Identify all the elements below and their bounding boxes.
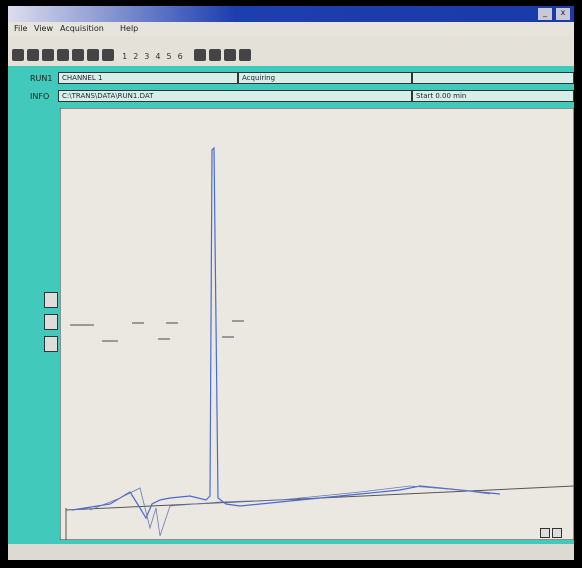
screen-photo: _ x File View Acquisition Help 123456 RU… [0, 0, 582, 568]
tool-button[interactable] [209, 49, 221, 61]
menu-item[interactable]: File [14, 24, 27, 33]
tool-button[interactable] [42, 49, 54, 61]
start-field: Start 0.00 min [412, 90, 574, 102]
channel-button[interactable]: 5 [166, 52, 171, 61]
file-field: C:\TRANS\DATA\RUN1.DAT [58, 90, 412, 102]
tool-button[interactable] [27, 49, 39, 61]
scroll-button[interactable] [552, 528, 562, 538]
zoom-button[interactable] [44, 336, 58, 352]
tool-button[interactable] [239, 49, 251, 61]
tool-button[interactable] [102, 49, 114, 61]
channel-button[interactable]: 2 [133, 52, 138, 61]
tool-button[interactable] [224, 49, 236, 61]
tool-button[interactable] [72, 49, 84, 61]
tool-button[interactable] [12, 49, 24, 61]
field [412, 72, 574, 84]
file-label: INFO [30, 92, 49, 101]
menu-item[interactable]: View [34, 24, 53, 33]
zoom-button[interactable] [44, 292, 58, 308]
channel-button[interactable]: 6 [178, 52, 183, 61]
run-field: CHANNEL 1 [58, 72, 238, 84]
channel-button[interactable]: 4 [155, 52, 160, 61]
menu-bar: File View Acquisition Help [8, 22, 574, 36]
minimize-button[interactable]: _ [538, 8, 552, 20]
zoom-button[interactable] [44, 314, 58, 330]
run-label: RUN1 [30, 74, 53, 83]
scroll-button[interactable] [540, 528, 550, 538]
status-field: Acquiring [238, 72, 412, 84]
channel-button[interactable]: 1 [122, 52, 127, 61]
channel-button[interactable]: 3 [144, 52, 149, 61]
tool-button[interactable] [57, 49, 69, 61]
title-bar: _ x [8, 6, 574, 22]
close-button[interactable]: x [556, 8, 570, 20]
tool-button[interactable] [87, 49, 99, 61]
status-bar [8, 544, 574, 560]
menu-item[interactable]: Help [120, 24, 138, 33]
tool-button[interactable] [194, 49, 206, 61]
menu-item[interactable]: Acquisition [60, 24, 104, 33]
plot-area [60, 108, 574, 540]
